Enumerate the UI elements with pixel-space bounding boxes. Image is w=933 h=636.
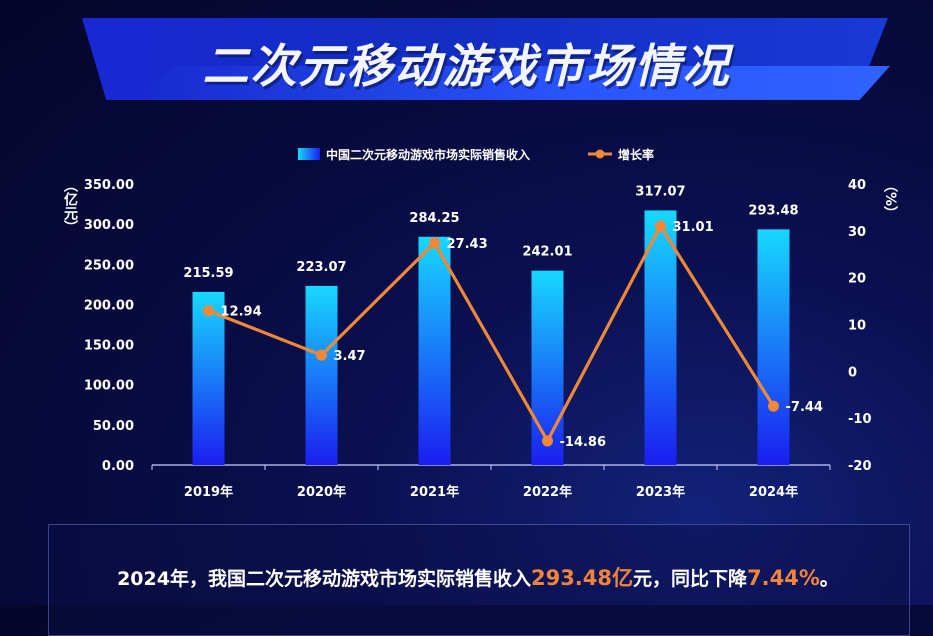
title-banner-accent (130, 66, 890, 100)
bar-value-label: 242.01 (522, 245, 572, 260)
bar (644, 210, 677, 465)
x-tick-label: 2023年 (636, 484, 685, 500)
y-tick-label: 350.00 (84, 178, 134, 193)
note-value: 293.48亿 (530, 566, 634, 590)
bar (757, 229, 790, 465)
page-title: 二次元移动游戏市场情况 (202, 39, 731, 93)
note-prefix: 2024年，我国二次元移动游戏市场实际销售收入 (117, 568, 531, 590)
y-tick-label: 50.00 (93, 419, 134, 434)
y2-axis-label: （%） (882, 178, 899, 220)
y-axis-label: （亿元） (62, 178, 79, 234)
growth-value-label: -7.44 (786, 400, 823, 415)
y-tick-label: 300.00 (84, 218, 134, 233)
growth-line (207, 224, 775, 443)
growth-value-label: 27.43 (447, 237, 488, 252)
bar-value-label: 223.07 (296, 260, 346, 275)
bar-value-label: 293.48 (748, 203, 798, 218)
y-tick-label: 0.00 (102, 459, 134, 474)
growth-value-label: 3.47 (334, 349, 366, 364)
legend-line-label: 增长率 (618, 147, 654, 162)
legend-line-marker (595, 149, 605, 159)
bar (305, 285, 338, 465)
y-tick-label: 200.00 (84, 298, 134, 313)
y2-tick-label: 30 (848, 225, 866, 240)
x-tick-label: 2024年 (749, 484, 798, 500)
x-tick-label: 2019年 (184, 484, 233, 500)
growth-point (316, 349, 327, 361)
y-tick-label: 250.00 (84, 258, 134, 273)
y2-tick-label: 0 (848, 365, 857, 380)
growth-point (429, 237, 440, 249)
summary-note: 2024年，我国二次元移动游戏市场实际销售收入293.48亿元，同比下降7.44… (48, 562, 908, 592)
y2-tick-label: -20 (848, 459, 872, 474)
legend-bar-label: 中国二次元移动游戏市场实际销售收入 (326, 147, 530, 162)
legend-bar-swatch (298, 148, 320, 160)
y-tick-label: 100.00 (84, 379, 134, 394)
growth-point (768, 400, 779, 412)
growth-value-label: -14.86 (560, 435, 607, 450)
note-pct: 7.44% (747, 566, 820, 590)
bar (192, 291, 225, 465)
y-tick-label: 150.00 (84, 339, 134, 354)
chart: 2019年 2020年 2021年 2022年 2023年 2024年 0.00 50.00 1… (62, 147, 899, 500)
note-middle: 元，同比下降 (633, 568, 748, 590)
bar (418, 236, 451, 465)
growth-point (542, 435, 553, 447)
growth-value-label: 12.94 (221, 305, 262, 320)
bar-value-label: 284.25 (409, 211, 459, 226)
y2-tick-label: 20 (848, 272, 866, 287)
y2-tick-label: -10 (848, 412, 872, 427)
note-suffix: 。 (819, 568, 839, 590)
bar-value-label: 317.07 (635, 184, 685, 199)
bar (531, 270, 564, 465)
growth-value-label: 31.01 (673, 220, 714, 235)
growth-point (203, 305, 214, 317)
bar-value-label: 215.59 (183, 266, 233, 281)
x-tick-label: 2021年 (410, 484, 459, 500)
x-tick-label: 2020年 (297, 484, 346, 500)
growth-point (655, 220, 666, 232)
y2-tick-label: 10 (848, 319, 866, 334)
x-tick-label: 2022年 (523, 484, 572, 500)
y2-tick-label: 40 (848, 178, 866, 193)
